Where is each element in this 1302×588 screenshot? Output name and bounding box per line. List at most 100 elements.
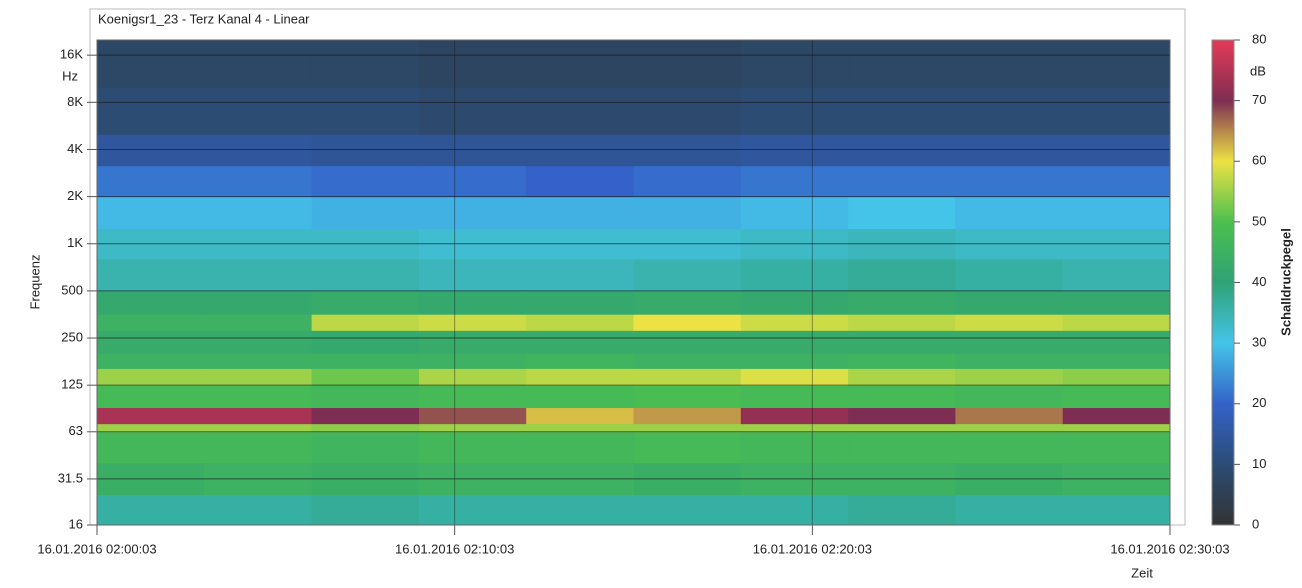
heatmap-cell	[633, 196, 742, 230]
heatmap-cell	[526, 330, 634, 354]
heatmap-cell	[526, 385, 634, 409]
chart-title: Koenigsr1_23 - Terz Kanal 4 - Linear	[98, 11, 310, 26]
y-tick-label: 16K	[60, 47, 83, 62]
heatmap-cell	[955, 40, 1064, 88]
heatmap-cell	[311, 407, 420, 425]
heatmap-cell	[418, 368, 527, 386]
heatmap-cell	[418, 385, 527, 409]
heatmap-cell	[740, 258, 849, 292]
colorbar-tick-label: 20	[1252, 395, 1266, 410]
heatmap-cell	[1062, 314, 1171, 331]
heatmap-cell	[848, 494, 956, 526]
heatmap-cell	[526, 431, 634, 464]
heatmap-cell	[740, 368, 849, 386]
y-tick-label: 4K	[67, 141, 83, 156]
heatmap-cell	[955, 407, 1064, 425]
heatmap-cell	[526, 407, 634, 425]
heatmap-cell	[418, 134, 527, 167]
heatmap-cell	[204, 368, 313, 386]
heatmap-cell	[848, 134, 956, 167]
heatmap-cell	[848, 423, 956, 433]
heatmap-cell	[633, 353, 742, 369]
heatmap-cell	[418, 330, 527, 354]
heatmap-cell	[955, 423, 1064, 433]
heatmap-cell	[311, 134, 420, 167]
heatmap-cell	[848, 165, 956, 198]
heatmap-cell	[740, 134, 849, 167]
heatmap-cell	[633, 494, 742, 526]
colorbar-tick-label: 0	[1252, 516, 1259, 531]
heatmap-cell	[848, 385, 956, 409]
heatmap-cell	[204, 134, 313, 167]
heatmap-cell	[848, 258, 956, 292]
y-unit: Hz	[62, 68, 78, 83]
heatmap-cell	[311, 368, 420, 386]
heatmap-cell	[97, 330, 205, 354]
heatmap-cell	[955, 385, 1064, 409]
heatmap-cell	[97, 314, 205, 331]
heatmap-cell	[204, 165, 313, 198]
x-tick-label: 16.01.2016 02:10:03	[395, 541, 514, 556]
x-tick-label: 16.01.2016 02:20:03	[753, 541, 872, 556]
heatmap-cell	[1062, 353, 1171, 369]
heatmap-cell	[311, 494, 420, 526]
heatmap-cell	[955, 330, 1064, 354]
heatmap-cell	[311, 314, 420, 331]
heatmap-cell	[526, 40, 634, 88]
heatmap-cell	[633, 40, 742, 88]
y-tick-label: 250	[61, 329, 83, 344]
heatmap-cell	[204, 423, 313, 433]
heatmap-cell	[526, 258, 634, 292]
heatmap-cell	[97, 385, 205, 409]
heatmap-cell	[311, 353, 420, 369]
heatmap-cell	[740, 407, 849, 425]
heatmap-cell	[740, 431, 849, 464]
y-label: Frequenz	[27, 255, 42, 310]
heatmap-cell	[204, 40, 313, 88]
heatmap-cell	[848, 290, 956, 315]
heatmap-cell	[1062, 290, 1171, 315]
heatmap-cell	[97, 87, 205, 135]
colorbar-tick-label: 50	[1252, 213, 1266, 228]
heatmap-cell	[311, 165, 420, 198]
heatmap-cell	[526, 165, 634, 198]
y-tick-label: 31.5	[58, 470, 83, 485]
heatmap-cell	[526, 494, 634, 526]
heatmap-cell	[955, 134, 1064, 167]
heatmap-cell	[526, 423, 634, 433]
heatmap-cell	[97, 431, 205, 464]
y-tick-label: 2K	[67, 188, 83, 203]
heatmap-cell	[311, 40, 420, 88]
heatmap-cell	[955, 314, 1064, 331]
heatmap-cell	[955, 431, 1064, 464]
heatmap-cell	[848, 40, 956, 88]
heatmap-cell	[848, 87, 956, 135]
heatmap-cell	[848, 407, 956, 425]
heatmap-cell	[633, 87, 742, 135]
heatmap-cell	[955, 494, 1064, 526]
colorbar-label: Schalldruckpegel	[1278, 228, 1293, 336]
heatmap-cell	[848, 431, 956, 464]
heatmap-cell	[418, 87, 527, 135]
heatmap-cell	[633, 134, 742, 167]
heatmap-cell	[418, 290, 527, 315]
heatmap-cell	[204, 290, 313, 315]
heatmap-cell	[848, 330, 956, 354]
heatmap-cell	[1062, 407, 1171, 425]
heatmap-cell	[97, 40, 205, 88]
y-tick-label: 1K	[67, 235, 83, 250]
heatmap-cell	[633, 258, 742, 292]
heatmap-cell	[311, 196, 420, 230]
heatmap-cell	[740, 290, 849, 315]
heatmap-cell	[848, 314, 956, 331]
heatmap-cell	[418, 494, 527, 526]
heatmap-cell	[740, 353, 849, 369]
heatmap-cell	[955, 196, 1064, 230]
heatmap-cell	[955, 368, 1064, 386]
heatmap-cell	[97, 258, 205, 292]
heatmap-cell	[97, 494, 205, 526]
heatmap-cell	[740, 40, 849, 88]
heatmap-cell	[1062, 165, 1171, 198]
heatmap-cell	[740, 423, 849, 433]
